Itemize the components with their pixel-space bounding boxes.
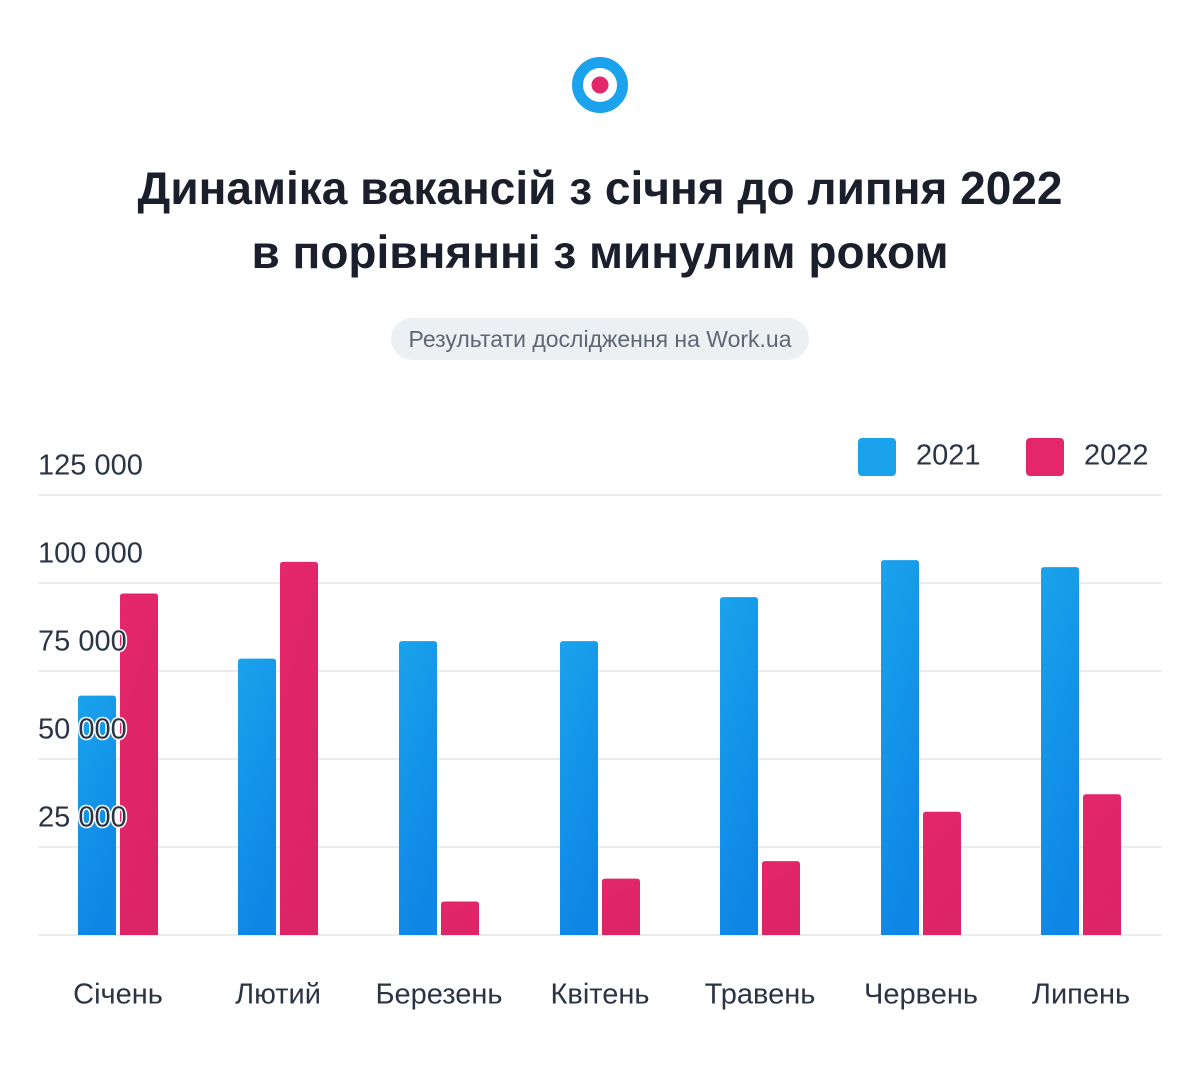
- y-tick-label: 75 000: [38, 626, 127, 658]
- bar-2021-5: [720, 597, 758, 935]
- bar-2021-2: [238, 658, 276, 935]
- bar-2021-4: [560, 641, 598, 935]
- bar-2022-7: [1083, 794, 1121, 935]
- y-tick-label: 125 000: [38, 450, 143, 482]
- category-labels-layer: Січень Лютий Березень Квітень Травень Червень…: [73, 979, 1130, 1011]
- y-tick-label: 100 000: [38, 538, 143, 570]
- legend-label-2022: 2022: [1084, 440, 1149, 472]
- x-category-label: Липень: [1032, 979, 1130, 1011]
- x-category-label: Січень: [73, 979, 163, 1011]
- bar-2021-1: [78, 695, 116, 935]
- grid-layer: [38, 494, 1162, 936]
- page-title: Динаміка вакансій з січня до липня 2022 …: [0, 156, 1200, 284]
- logo-ring: [572, 57, 628, 113]
- work-ua-logo: [572, 57, 628, 113]
- x-category-label: Березень: [375, 979, 502, 1011]
- x-category-label: Червень: [864, 979, 978, 1011]
- legend-label-2021: 2021: [916, 440, 981, 472]
- x-category-label: Лютий: [235, 979, 321, 1011]
- source-badge: Результати дослідження на Work.ua: [391, 318, 809, 360]
- bar-2022-2: [280, 561, 318, 935]
- bars-layer: [78, 560, 1121, 935]
- bar-2022-3: [441, 901, 479, 935]
- legend-swatch-2022: [1026, 438, 1064, 476]
- y-tick-label: 50 000: [38, 714, 127, 746]
- bar-2022-5: [762, 861, 800, 935]
- bar-2021-6: [881, 560, 919, 935]
- title-line-1: Динаміка вакансій з січня до липня 2022: [137, 162, 1063, 214]
- legend-swatch-2021: [858, 438, 896, 476]
- x-category-label: Травень: [705, 979, 816, 1011]
- bar-2022-1: [120, 593, 158, 935]
- bar-2022-4: [602, 878, 640, 935]
- title-line-2: в порівнянні з минулим роком: [251, 226, 949, 278]
- logo-dot: [591, 76, 609, 94]
- y-tick-label: 25 000: [38, 802, 127, 834]
- bar-2021-7: [1041, 567, 1079, 935]
- legend: 2021 2022: [858, 438, 1149, 476]
- tick-labels-layer: 25 000 50 000 75 000 100 000 125 000: [37, 448, 145, 835]
- x-category-label: Квітень: [551, 979, 650, 1011]
- bar-2022-6: [923, 811, 961, 935]
- bar-2021-3: [399, 641, 437, 935]
